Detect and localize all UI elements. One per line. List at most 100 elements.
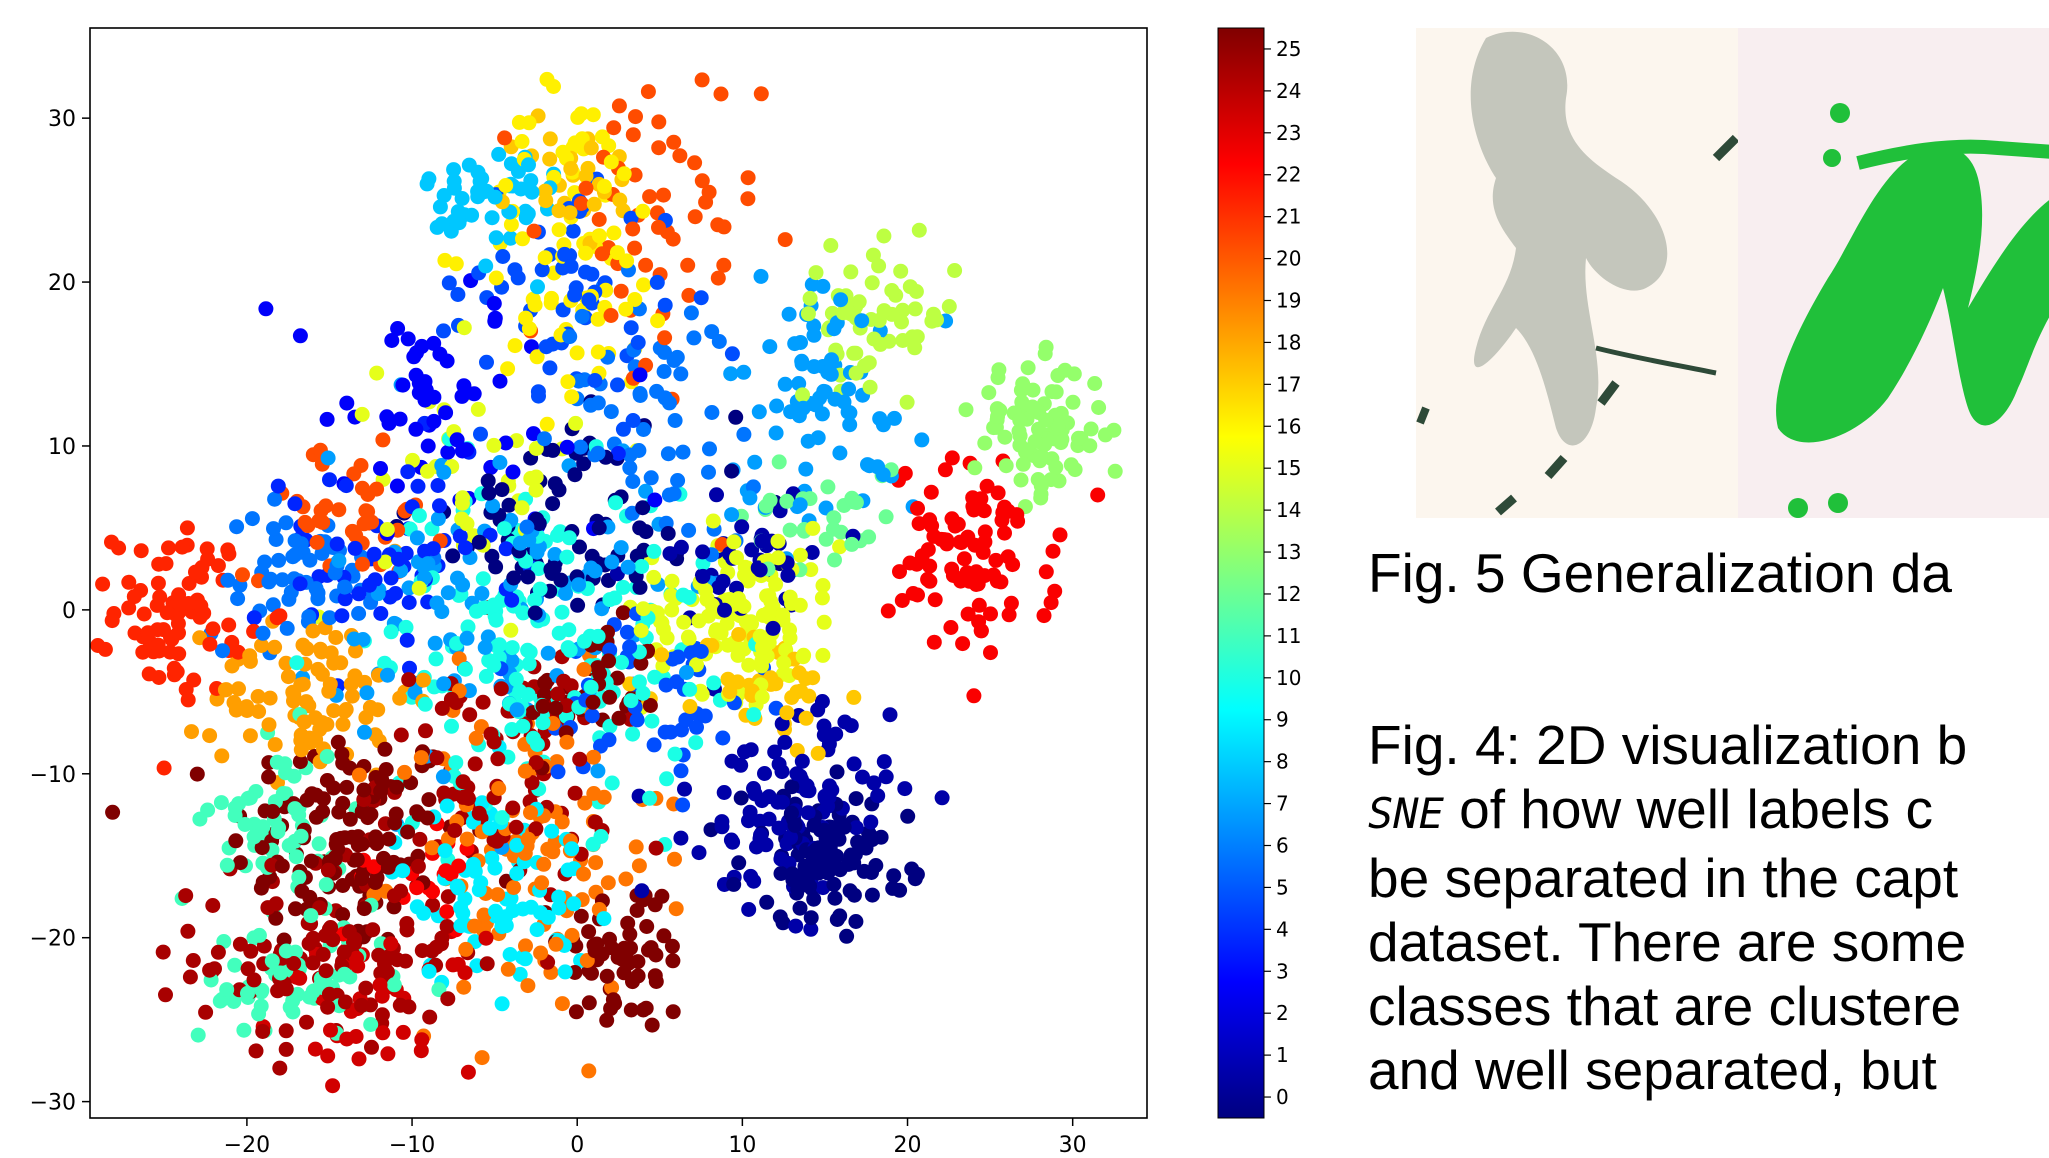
scatter-point-class-6 (603, 404, 619, 420)
scatter-point-class-19 (576, 662, 592, 677)
scatter-point-class-24 (393, 727, 409, 743)
scatter-point-class-7 (380, 667, 395, 683)
scatter-point-class-7 (792, 497, 808, 513)
scatter-point-class-22 (944, 561, 960, 577)
scatter-point-class-25 (599, 1012, 615, 1028)
scatter-point-class-24 (323, 920, 339, 935)
scatter-point-class-10 (659, 771, 675, 787)
fig4-line-2-text: of how well labels c (1443, 778, 1933, 840)
scatter-point-class-15 (814, 590, 830, 606)
scatter-point-class-13 (1038, 412, 1054, 428)
scatter-point-class-1 (752, 831, 768, 847)
scatter-point-class-20 (651, 114, 667, 130)
scatter-point-class-7 (512, 535, 528, 551)
colorbar-tick-label: 22 (1276, 163, 1301, 187)
scatter-point-class-17 (612, 192, 628, 208)
scatter-point-class-22 (438, 863, 454, 879)
scatter-point-class-15 (456, 320, 472, 336)
scatter-point-class-24 (399, 916, 415, 931)
scatter-point-class-7 (540, 645, 556, 661)
scatter-point-class-6 (683, 305, 699, 321)
scatter-point-class-6 (657, 344, 672, 360)
scatter-point-class-11 (303, 908, 319, 924)
scatter-point-class-18 (302, 730, 317, 746)
scatter-point-class-19 (459, 831, 475, 847)
scatter-point-class-24 (178, 888, 194, 904)
scatter-point-class-1 (746, 781, 761, 796)
scatter-point-class-0 (868, 858, 884, 873)
scatter-point-class-7 (751, 404, 767, 420)
scatter-point-class-5 (689, 719, 704, 735)
scatter-point-class-15 (369, 365, 385, 381)
scatter-point-class-18 (278, 655, 294, 671)
scatter-point-class-19 (536, 856, 552, 872)
scatter-point-class-24 (528, 755, 544, 771)
scatter-point-class-11 (291, 869, 307, 885)
scatter-point-class-0 (847, 846, 863, 862)
scatter-point-class-25 (376, 850, 391, 866)
scatter-point-class-4 (399, 632, 415, 648)
scatter-point-class-25 (268, 910, 284, 926)
scatter-point-class-24 (524, 775, 540, 791)
scatter-point-class-22 (966, 688, 982, 704)
scatter-point-class-18 (310, 661, 326, 677)
scatter-point-class-1 (800, 805, 816, 821)
fig4-sne-term: SNE (1368, 789, 1444, 838)
scatter-point-class-25 (411, 806, 427, 822)
scatter-point-class-1 (863, 814, 879, 830)
scatter-point-class-21 (210, 558, 226, 574)
scatter-point-class-20 (355, 556, 370, 572)
scatter-point-class-24 (278, 1023, 294, 1039)
scatter-point-class-9 (471, 882, 487, 898)
scatter-point-class-1 (788, 918, 804, 934)
scatter-point-class-13 (1091, 400, 1107, 415)
scatter-point-class-17 (682, 699, 698, 714)
scatter-point-class-7 (832, 445, 848, 461)
scatter-point-class-18 (344, 688, 360, 704)
scatter-point-class-22 (922, 573, 938, 589)
scatter-point-class-10 (478, 668, 494, 684)
scatter-point-class-19 (517, 763, 533, 779)
scatter-point-class-25 (638, 1000, 654, 1016)
scatter-point-class-15 (815, 578, 831, 593)
scatter-point-class-13 (1082, 438, 1098, 454)
scatter-point-class-15 (663, 588, 679, 604)
scatter-point-class-6 (636, 422, 651, 437)
scatter-point-class-17 (798, 710, 814, 726)
scatter-point-class-0 (567, 467, 583, 483)
scatter-point-class-21 (151, 670, 167, 685)
scatter-point-class-0 (864, 887, 880, 903)
scatter-point-class-0 (848, 791, 864, 807)
scatter-point-class-15 (694, 686, 710, 702)
scatter-point-class-9 (502, 947, 518, 962)
scatter-point-class-21 (202, 636, 218, 652)
scatter-point-class-1 (934, 790, 950, 806)
scatter-point-class-11 (273, 965, 289, 981)
scatter-point-class-14 (876, 228, 892, 244)
scatter-point-class-10 (508, 671, 524, 687)
scatter-point-class-4 (401, 595, 417, 610)
scatter-point-class-24 (462, 707, 478, 723)
scatter-point-class-25 (585, 694, 601, 710)
scatter-point-class-5 (657, 297, 673, 313)
scatter-point-class-21 (199, 541, 215, 557)
colorbar (1217, 27, 1265, 1119)
scatter-point-class-19 (476, 907, 492, 923)
scatter-point-class-3 (487, 310, 503, 326)
scatter-point-class-24 (202, 962, 218, 978)
colorbar-tick-label: 1 (1276, 1043, 1289, 1067)
scatter-point-class-9 (498, 918, 514, 934)
scatter-point-class-24 (422, 1009, 438, 1025)
scatter-point-class-6 (337, 579, 353, 595)
scatter-point-class-16 (560, 374, 576, 390)
scatter-point-class-15 (664, 573, 680, 589)
scatter-point-class-4 (334, 608, 350, 624)
scatter-point-class-7 (434, 604, 450, 620)
scatter-point-class-6 (660, 446, 676, 462)
scatter-point-class-20 (628, 109, 643, 125)
scatter-point-class-5 (567, 287, 583, 303)
scatter-point-class-24 (490, 751, 506, 767)
scatter-point-class-20 (300, 518, 316, 534)
scatter-point-class-21 (127, 625, 143, 641)
scatter-point-class-13 (1066, 366, 1082, 382)
